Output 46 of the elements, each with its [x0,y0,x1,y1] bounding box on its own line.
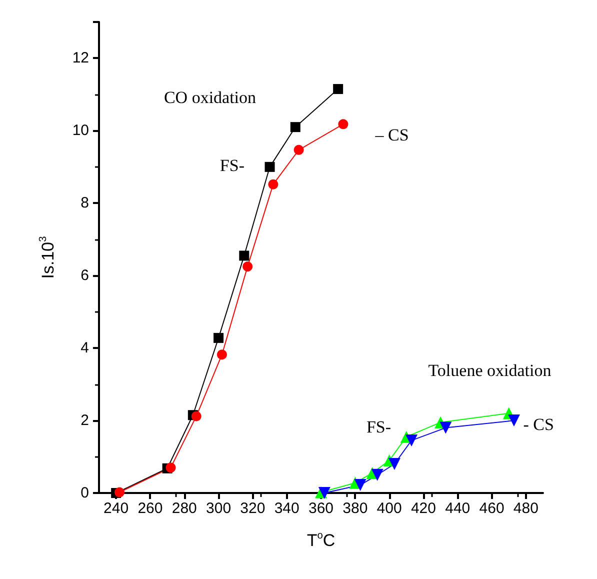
y-tick-label: 8 [80,194,89,212]
point [191,411,202,422]
y-tick-label: 10 [72,122,89,140]
point [268,179,278,190]
annotation: FS- [366,418,392,437]
point [242,262,253,272]
x-tick-label: 340 [274,500,300,517]
y-tick-label: 6 [80,267,89,284]
x-tick-label: 400 [376,500,402,517]
x-tick-label: 240 [104,500,129,517]
x-tick-label: 260 [138,500,163,517]
point [214,332,224,343]
point [166,462,176,473]
point [354,479,366,492]
point [294,144,304,155]
point [406,434,418,446]
point [290,122,300,132]
point [508,414,520,427]
y-axis-title: Is.103 [38,236,58,279]
y-tick-label: 2 [80,412,89,430]
x-tick-label: 460 [479,500,504,517]
x-tick-label: 360 [308,500,334,517]
point [440,422,452,434]
point [239,250,250,261]
y-tick-label: 0 [80,484,89,502]
annotation: Toluene oxidation [428,361,552,380]
x-tick-label: 440 [445,500,470,517]
x-tick-label: 380 [342,500,368,517]
annotation: - CS [523,415,554,434]
point [264,162,275,172]
x-tick-label: 320 [240,500,266,517]
point [388,458,400,470]
x-tick-label: 300 [206,500,232,517]
annotation: CO oxidation [164,88,257,107]
point [371,468,384,481]
x-tick-label: 280 [172,500,197,517]
y-tick-label: 4 [80,340,89,357]
point [216,350,227,360]
point [333,84,344,94]
annotation: FS- [220,156,245,176]
point [318,487,330,499]
annotation: – CS [374,126,409,145]
x-tick-label: 480 [513,500,538,517]
x-tick-label: 420 [410,500,436,517]
y-tick-label: 12 [72,50,89,67]
point [338,119,348,130]
